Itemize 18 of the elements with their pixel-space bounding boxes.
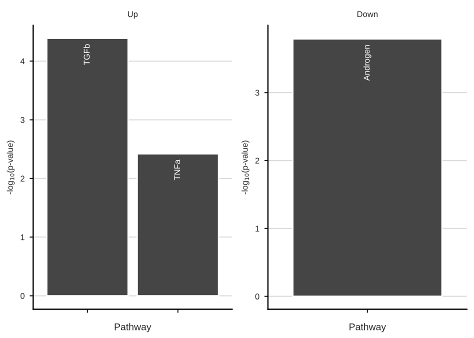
y-tick-label: 1 (256, 226, 260, 232)
y-axis-title: -log$_{10}$(p-value) (242, 140, 250, 194)
x-axis-title: Pathway (350, 323, 386, 332)
y-tick-label: 3 (20, 116, 24, 123)
y-axis-title: -log$_{10}$(p-value) (6, 140, 15, 194)
x-tick-label: TNFa (174, 159, 180, 180)
y-tick-label: 0 (20, 292, 25, 299)
y-tick-label: 1 (20, 234, 24, 240)
chart-title: Up (128, 11, 138, 19)
x-axis-title: Pathway (114, 323, 152, 332)
chart-title: Down (357, 11, 378, 18)
y-tick-label: 4 (20, 58, 25, 64)
y-tick-label: 0 (255, 294, 260, 300)
y-tick-label: 2 (255, 158, 260, 164)
x-tick-label: TGFb (84, 44, 90, 66)
y-tick-label: 2 (20, 176, 24, 182)
annotation: Androgen (364, 45, 372, 81)
y-tick-label: 3 (255, 90, 260, 96)
